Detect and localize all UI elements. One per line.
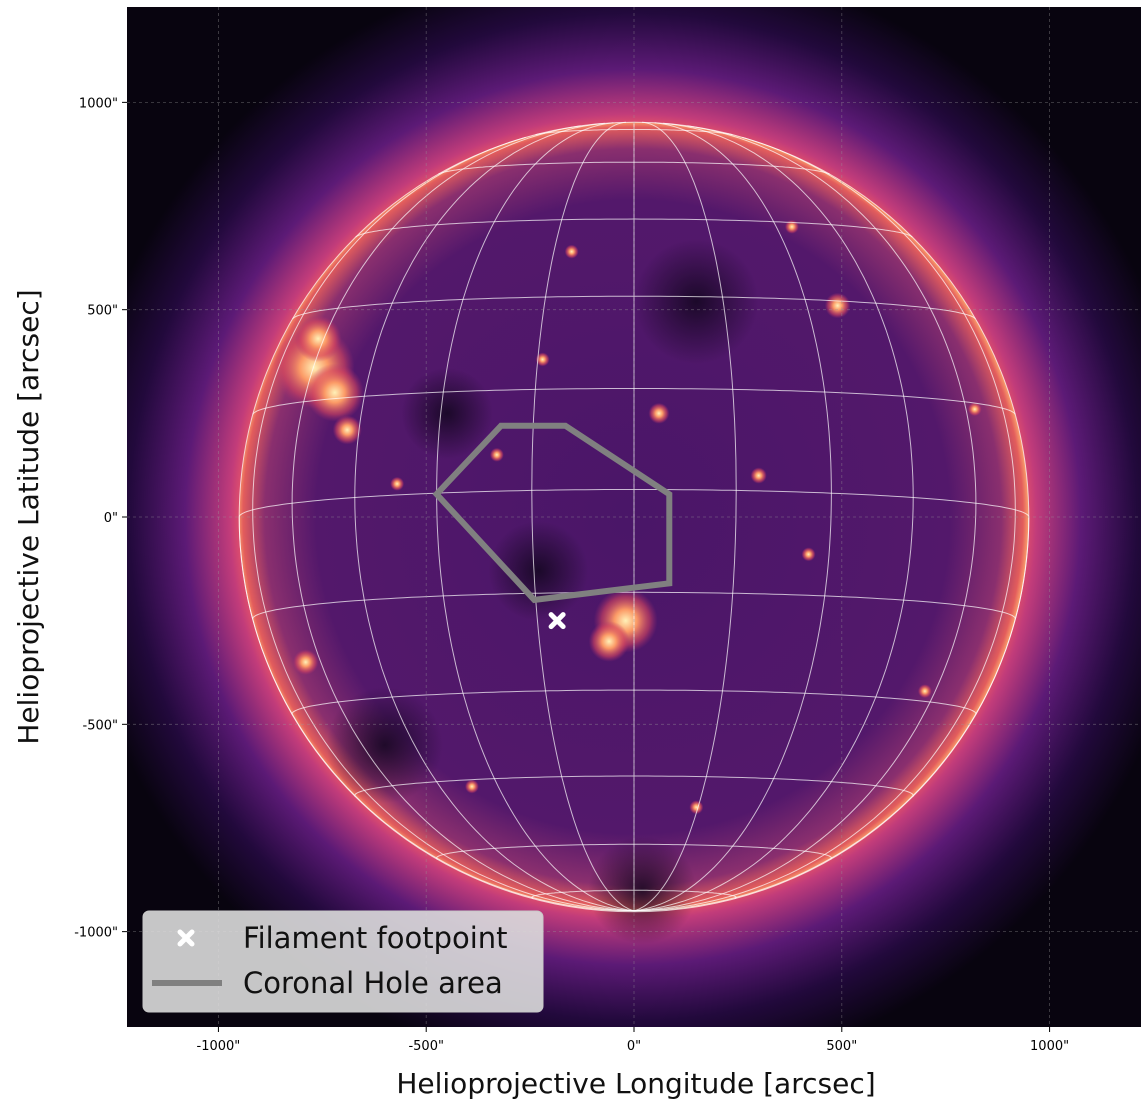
bright-region [332, 415, 362, 445]
dark-region [401, 367, 493, 460]
bright-region [535, 352, 550, 367]
parallel-line [252, 388, 1016, 415]
bright-region [784, 219, 799, 234]
x-axis-ticks: -1000" -500" 0" 500" 1000" [197, 1027, 1069, 1054]
solar-surface-features [273, 219, 982, 945]
x-tick-label: -1000" [197, 1039, 241, 1054]
y-axis-label: Helioprojective Latitude [arcsec] [12, 289, 45, 744]
parallel-line [238, 489, 1030, 518]
y-tick-label: 1000" [79, 96, 118, 111]
bright-region [917, 684, 932, 699]
x-tick-label: 0" [627, 1039, 641, 1054]
legend-label: Filament footpoint [243, 921, 508, 955]
bright-region [294, 315, 342, 362]
meridian-line [633, 122, 832, 912]
bright-region [292, 649, 319, 675]
meridian-line [291, 125, 635, 912]
y-axis-ticks: 1000" 500" 0" -500" -1000" [74, 96, 127, 941]
filament-footpoint-marker [548, 612, 566, 630]
dark-region [634, 239, 759, 364]
parallel-line [355, 218, 913, 238]
bright-region [689, 800, 704, 815]
parallel-line [531, 889, 737, 900]
x-tick-label: 500" [826, 1039, 857, 1054]
bright-region [967, 402, 982, 417]
x-axis-label: Helioprojective Longitude [arcsec] [396, 1067, 875, 1100]
bright-region [588, 621, 630, 662]
data-series [432, 422, 673, 630]
heliographic-grid [238, 121, 1030, 913]
meridian-line [354, 122, 635, 912]
legend-label: Coronal Hole area [243, 966, 503, 1000]
bright-region [390, 476, 405, 491]
meridian-line [436, 122, 635, 912]
meridian-line [633, 125, 977, 912]
parallel-line [436, 843, 832, 860]
parallel-line [291, 689, 977, 715]
parallel-line [354, 775, 914, 797]
bright-region [801, 547, 816, 562]
parallel-line [535, 129, 733, 136]
meridian-line [633, 121, 737, 912]
plot-area [127, 7, 1141, 1027]
y-tick-label: 0" [104, 511, 118, 526]
x-tick-label: 1000" [1030, 1039, 1069, 1054]
parallel-line [252, 591, 1016, 619]
x-tick-label: -500" [408, 1039, 443, 1054]
parallel-line [437, 161, 831, 175]
meridian-line [633, 136, 1016, 912]
bright-region [489, 447, 504, 462]
legend-box [142, 910, 544, 1013]
bright-region [564, 244, 579, 259]
y-tick-label: -500" [83, 718, 118, 733]
meridian-line [252, 136, 635, 912]
y-tick-label: 500" [87, 304, 118, 319]
bright-region [464, 779, 479, 794]
parallel-line [292, 295, 976, 320]
bright-region [824, 292, 851, 319]
bright-region [750, 467, 767, 484]
legend-marker-swatch [177, 929, 195, 947]
y-tick-label: -1000" [74, 926, 118, 941]
legend: Filament footpoint Coronal Hole area [142, 910, 544, 1013]
meridian-line [633, 122, 914, 912]
coronal-hole-polygon [432, 422, 673, 604]
bright-region [305, 363, 364, 422]
meridian-line [531, 121, 635, 912]
dark-region [326, 686, 443, 804]
bright-region [648, 402, 670, 424]
